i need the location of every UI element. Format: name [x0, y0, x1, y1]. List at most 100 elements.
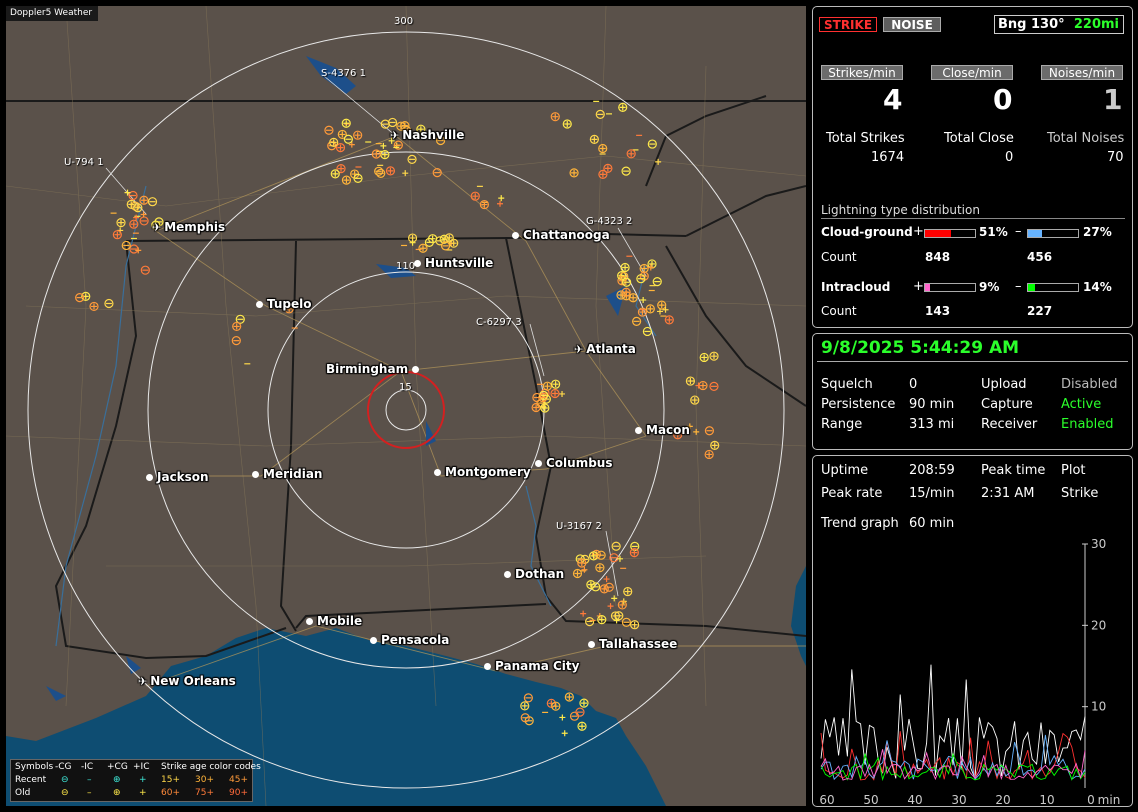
squelch-value[interactable]: 0: [909, 377, 918, 392]
strike-mark: [440, 241, 451, 251]
strike-symbols: [75, 100, 720, 737]
strike-mark: [657, 308, 664, 315]
strike-mark: [407, 154, 417, 164]
state-borders: [6, 95, 806, 660]
receiver-ring: [385, 389, 427, 431]
strike-mark: [710, 353, 717, 360]
strike-mark: [628, 293, 638, 303]
strike-mark: [604, 165, 611, 172]
plot-value[interactable]: Strike: [1061, 486, 1099, 501]
strike-mark: [652, 276, 662, 287]
storm-label[interactable]: G-4323 2: [586, 216, 633, 227]
strike-mark: [574, 570, 581, 577]
ic-plus: +: [913, 279, 924, 294]
range-value[interactable]: 313 mi: [909, 417, 955, 432]
range-label: Range: [821, 417, 863, 432]
strike-mark: [616, 555, 623, 562]
strike-mark: [658, 302, 665, 309]
persistence-value[interactable]: 90 min: [909, 397, 955, 412]
strike-mark: [104, 298, 114, 309]
ic-neg-bar-fill: [1028, 284, 1035, 291]
strike-mark: [611, 541, 621, 551]
strike-mark: [531, 402, 541, 413]
strike-mark: [599, 145, 606, 152]
strike-mark: [640, 296, 647, 303]
strike-mark: [114, 231, 121, 238]
strike-mark: [590, 552, 597, 559]
uptime-label: Uptime: [821, 463, 869, 478]
strike-tab[interactable]: STRIKE: [819, 17, 877, 32]
strike-mark: [75, 293, 85, 303]
strike-mark: [572, 568, 583, 579]
storm-label[interactable]: C-6297 3: [476, 317, 522, 328]
strike-mark: [578, 559, 585, 566]
peak-rate-label: Peak rate: [821, 486, 883, 501]
city-dothan: Dothan: [504, 567, 564, 581]
city-mobile: Mobile: [306, 614, 362, 628]
storm-label[interactable]: U-794 1: [64, 157, 104, 168]
noises-per-min-value: 1: [1103, 83, 1123, 116]
storm-label[interactable]: U-3167 2: [556, 521, 602, 532]
strike-mark: [152, 222, 159, 229]
receiver-value[interactable]: Enabled: [1061, 417, 1114, 432]
legend-old-label: Old: [15, 788, 31, 798]
roads: [6, 6, 806, 806]
trend-line: [820, 752, 1086, 782]
city-dot-icon: [256, 301, 263, 308]
strike-mark: [636, 274, 646, 284]
strike-mark: [337, 129, 347, 140]
cg-label: Cloud-ground: [821, 225, 913, 239]
ic-neg-bar: [1027, 283, 1079, 292]
strike-mark: [626, 149, 636, 159]
lightning-map[interactable]: Doppler5 Weather 300 110 15 S-4376 1 U-7…: [6, 6, 806, 806]
noises-per-min-button[interactable]: Noises/min: [1041, 65, 1123, 80]
upload-value[interactable]: Disabled: [1061, 377, 1118, 392]
total-close-label: Total Close: [944, 131, 1014, 146]
city-columbus: Columbus: [535, 456, 613, 470]
strike-mark: [586, 580, 596, 590]
strike-mark: [690, 395, 700, 405]
noise-tab[interactable]: NOISE: [883, 17, 941, 32]
strike-mark: [416, 124, 426, 134]
legend-age-label: Strike age color codes: [161, 762, 261, 772]
cg-neg-count: 456: [1027, 250, 1053, 264]
trend-graph-value[interactable]: 60 min: [909, 516, 955, 531]
strike-mark: [559, 390, 566, 397]
capture-value[interactable]: Active: [1061, 397, 1102, 412]
strike-mark: [647, 305, 654, 312]
city-dot-icon: [412, 366, 420, 373]
strike-mark: [631, 549, 638, 556]
strike-mark: [324, 125, 334, 135]
strikes-per-min-button[interactable]: Strikes/min: [821, 65, 903, 80]
age-90: 90+: [229, 788, 248, 798]
total-strikes-value: 1674: [871, 150, 905, 165]
cg-count-label: Count: [821, 250, 857, 264]
trend-x-tick-label: 20: [995, 793, 1010, 806]
strike-mark: [619, 104, 626, 111]
strike-mark: [402, 170, 409, 177]
symbol-legend: Symbols -CG -IC +CG +IC Strike age color…: [10, 759, 261, 802]
strike-mark: [550, 388, 560, 399]
distribution-title: Lightning type distribution: [821, 203, 980, 217]
datetime-divider: [817, 361, 1128, 362]
strike-mark: [376, 168, 386, 178]
storm-label[interactable]: S-4376 1: [321, 68, 366, 79]
strike-mark: [541, 404, 548, 411]
pos-ic-recent-icon: +: [139, 775, 147, 785]
strike-mark: [657, 300, 667, 310]
strike-mark: [353, 173, 363, 183]
strike-mark: [607, 603, 614, 610]
cg-neg-pct: 27%: [1083, 225, 1112, 239]
strike-mark: [335, 143, 346, 153]
strike-mark: [711, 442, 718, 449]
cg-pos-count: 848: [925, 250, 951, 264]
city-huntsville: Huntsville: [414, 256, 493, 270]
strike-mark: [579, 723, 586, 730]
legend-pos-cg: +CG: [107, 762, 128, 772]
close-per-min-button[interactable]: Close/min: [931, 65, 1013, 80]
strike-mark: [551, 701, 561, 711]
strike-mark: [130, 221, 137, 228]
strike-mark: [648, 260, 655, 267]
total-close-value: 0: [1005, 150, 1014, 165]
trend-panel: Uptime 208:59 Peak time Plot Peak rate 1…: [812, 455, 1133, 807]
